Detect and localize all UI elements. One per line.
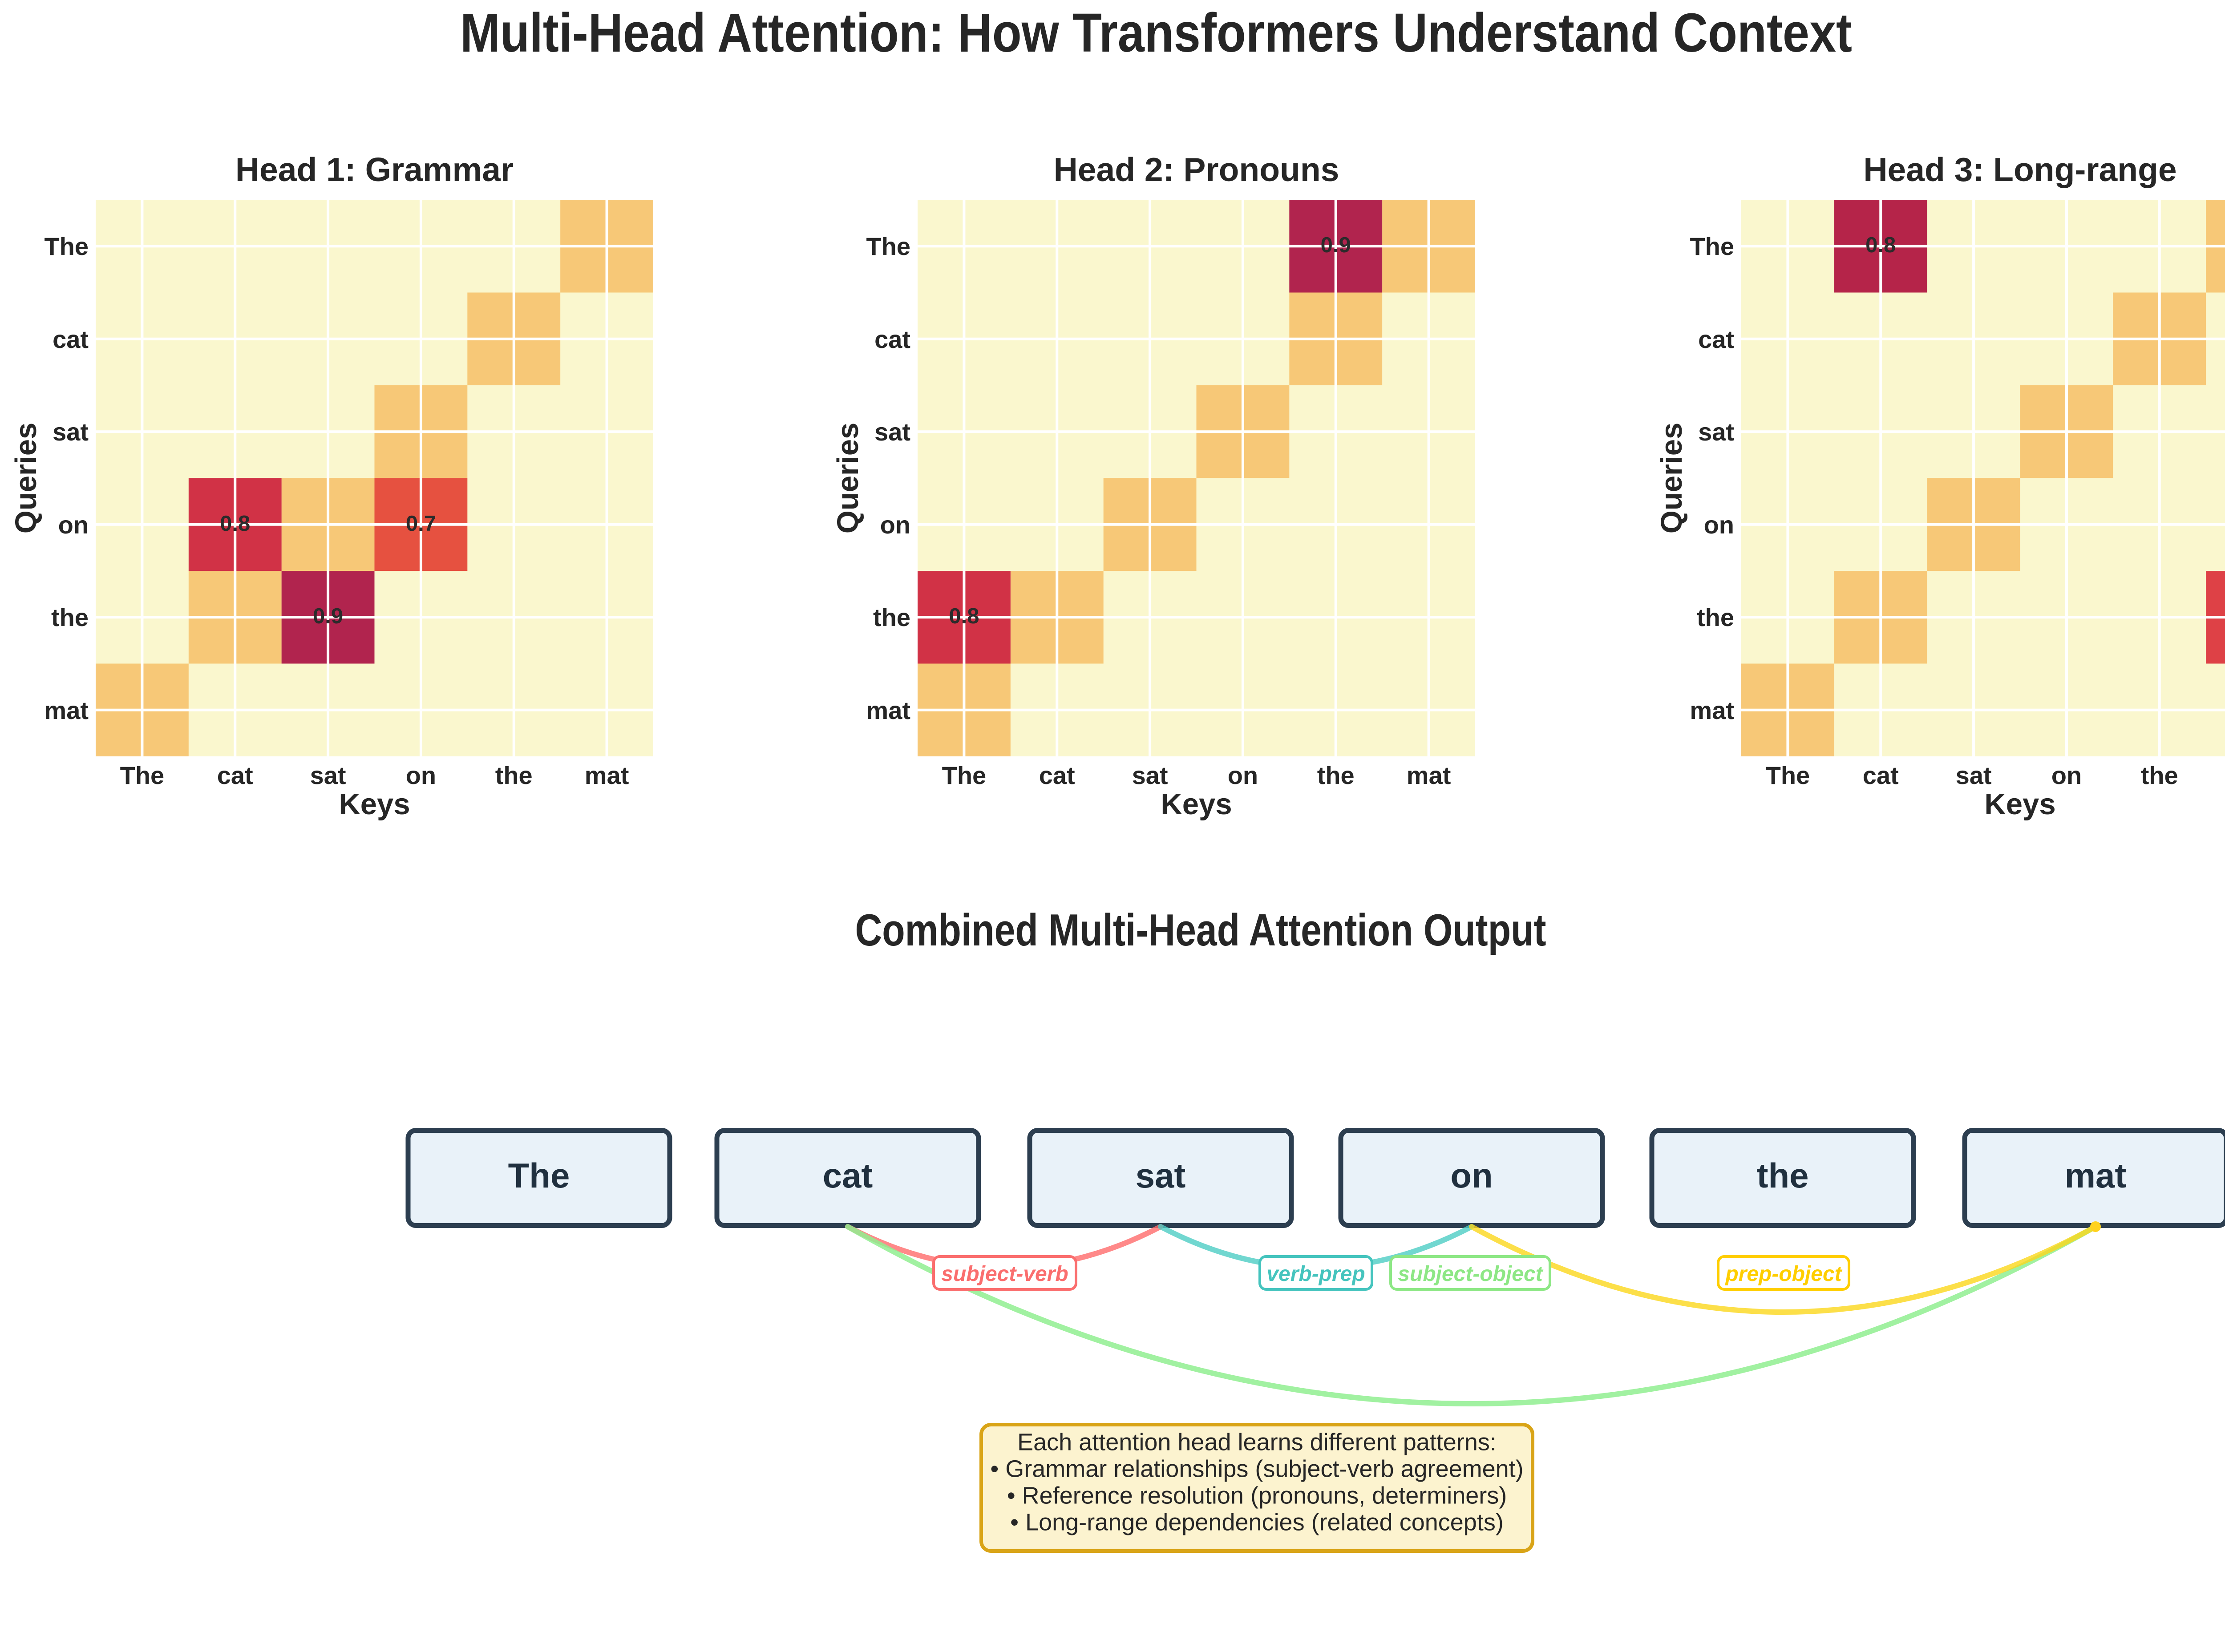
- svg-text:Head 1: Grammar: Head 1: Grammar: [235, 151, 514, 188]
- svg-text:0.9: 0.9: [313, 604, 343, 628]
- svg-text:The: The: [120, 761, 165, 789]
- svg-text:The: The: [44, 232, 89, 260]
- svg-text:The: The: [508, 1156, 570, 1195]
- svg-text:on: on: [406, 761, 436, 789]
- svg-text:sat: sat: [1956, 761, 1992, 789]
- svg-text:Each attention head learns dif: Each attention head learns different pat…: [1017, 1429, 1497, 1456]
- svg-text:The: The: [1690, 232, 1734, 260]
- svg-text:on: on: [880, 511, 910, 539]
- svg-text:mat: mat: [44, 696, 89, 724]
- svg-text:mat: mat: [585, 761, 629, 789]
- svg-text:the: the: [1697, 603, 1734, 631]
- svg-text:the: the: [873, 603, 910, 631]
- svg-text:mat: mat: [2065, 1156, 2127, 1195]
- svg-text:on: on: [2051, 761, 2082, 789]
- svg-text:on: on: [1228, 761, 1258, 789]
- svg-text:prep-object: prep-object: [1724, 1262, 1842, 1286]
- svg-text:on: on: [58, 511, 89, 539]
- svg-text:mat: mat: [866, 696, 910, 724]
- svg-text:on: on: [1704, 511, 1734, 539]
- svg-text:on: on: [1450, 1156, 1493, 1195]
- svg-text:0.8: 0.8: [1865, 233, 1896, 257]
- svg-text:cat: cat: [823, 1156, 873, 1195]
- svg-text:cat: cat: [1863, 761, 1899, 789]
- svg-text:sat: sat: [310, 761, 346, 789]
- svg-text:verb-prep: verb-prep: [1266, 1262, 1365, 1286]
- svg-text:Keys: Keys: [1984, 788, 2055, 821]
- svg-text:the: the: [51, 603, 89, 631]
- svg-text:0.7: 0.7: [406, 512, 436, 536]
- svg-text:sat: sat: [874, 418, 910, 446]
- svg-text:Queries: Queries: [831, 423, 865, 534]
- svg-text:• Reference resolution (pronou: • Reference resolution (pronouns, determ…: [1007, 1482, 1507, 1509]
- svg-text:Combined Multi-Head Attention: Combined Multi-Head Attention Output: [855, 905, 1546, 955]
- svg-text:sat: sat: [1698, 418, 1734, 446]
- svg-text:cat: cat: [874, 325, 910, 353]
- svg-text:Head 3: Long-range: Head 3: Long-range: [1863, 151, 2176, 188]
- svg-text:sat: sat: [1132, 761, 1168, 789]
- svg-text:Multi-Head Attention: How Tran: Multi-Head Attention: How Transformers U…: [460, 3, 1852, 64]
- svg-text:The: The: [1766, 761, 1810, 789]
- svg-text:subject-verb: subject-verb: [941, 1262, 1068, 1286]
- svg-text:the: the: [495, 761, 533, 789]
- svg-text:cat: cat: [53, 325, 89, 353]
- svg-text:mat: mat: [1407, 761, 1451, 789]
- svg-text:Head 2: Pronouns: Head 2: Pronouns: [1054, 151, 1339, 188]
- svg-text:Queries: Queries: [1655, 423, 1688, 534]
- svg-text:cat: cat: [217, 761, 253, 789]
- svg-text:• Grammar relationships (subje: • Grammar relationships (subject-verb ag…: [990, 1456, 1523, 1482]
- svg-text:sat: sat: [1136, 1156, 1186, 1195]
- svg-text:the: the: [2141, 761, 2178, 789]
- svg-text:cat: cat: [1039, 761, 1075, 789]
- svg-text:cat: cat: [1698, 325, 1734, 353]
- svg-text:Queries: Queries: [9, 423, 43, 534]
- svg-text:The: The: [866, 232, 910, 260]
- svg-text:The: The: [942, 761, 987, 789]
- svg-text:0.8: 0.8: [949, 604, 979, 628]
- svg-text:• Long-range dependencies (rel: • Long-range dependencies (related conce…: [1010, 1509, 1504, 1536]
- svg-text:the: the: [1757, 1156, 1809, 1195]
- svg-text:Keys: Keys: [1161, 788, 1232, 821]
- svg-text:subject-object: subject-object: [1398, 1262, 1543, 1286]
- svg-text:mat: mat: [1690, 696, 1734, 724]
- svg-text:0.8: 0.8: [220, 512, 250, 536]
- svg-text:sat: sat: [53, 418, 89, 446]
- svg-text:Keys: Keys: [339, 788, 410, 821]
- svg-text:the: the: [1317, 761, 1355, 789]
- svg-text:0.9: 0.9: [1321, 233, 1351, 257]
